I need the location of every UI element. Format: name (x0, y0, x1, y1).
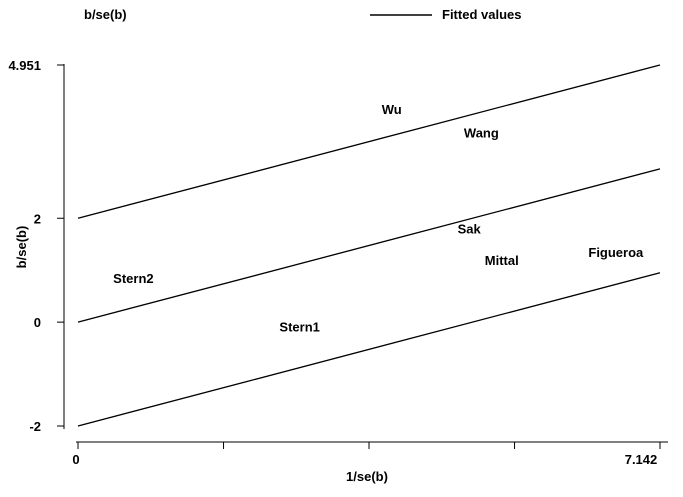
point-label: Wu (382, 102, 402, 117)
point-label: Figueroa (588, 245, 644, 260)
y-tick-label: 0 (34, 315, 41, 330)
point-label: Mittal (485, 253, 519, 268)
y-ticks: -2 0 2 4.951 (8, 58, 64, 434)
y-tick-label: -2 (29, 419, 41, 434)
y-tick-label: 4.951 (8, 58, 41, 73)
y-tick-label: 2 (34, 211, 41, 226)
legend-label-fitted: Fitted values (442, 7, 521, 22)
point-labels: Wu Wang Sak Mittal Figueroa Stern2 Stern1 (113, 102, 644, 334)
point-label: Stern2 (113, 271, 153, 286)
x-ticks: 0 7.142 (72, 442, 661, 467)
fit-line-fitted (77, 168, 661, 323)
x-tick-label: 7.142 (625, 452, 658, 467)
y-axis-title: b/se(b) (14, 226, 29, 269)
axes: -2 0 2 4.951 0 7.142 b/se(b) 1/se(b) (8, 58, 668, 484)
fitted-lines (77, 64, 661, 427)
point-label: Stern1 (279, 319, 319, 334)
point-label: Wang (464, 126, 499, 141)
point-label: Sak (458, 222, 482, 237)
legend-label-bse: b/se(b) (84, 7, 127, 22)
x-tick-label: 0 (72, 452, 79, 467)
legend: b/se(b) Fitted values (84, 7, 521, 22)
fit-line-lower (77, 272, 661, 427)
fit-line-upper (77, 64, 661, 219)
x-axis-title: 1/se(b) (346, 469, 388, 484)
